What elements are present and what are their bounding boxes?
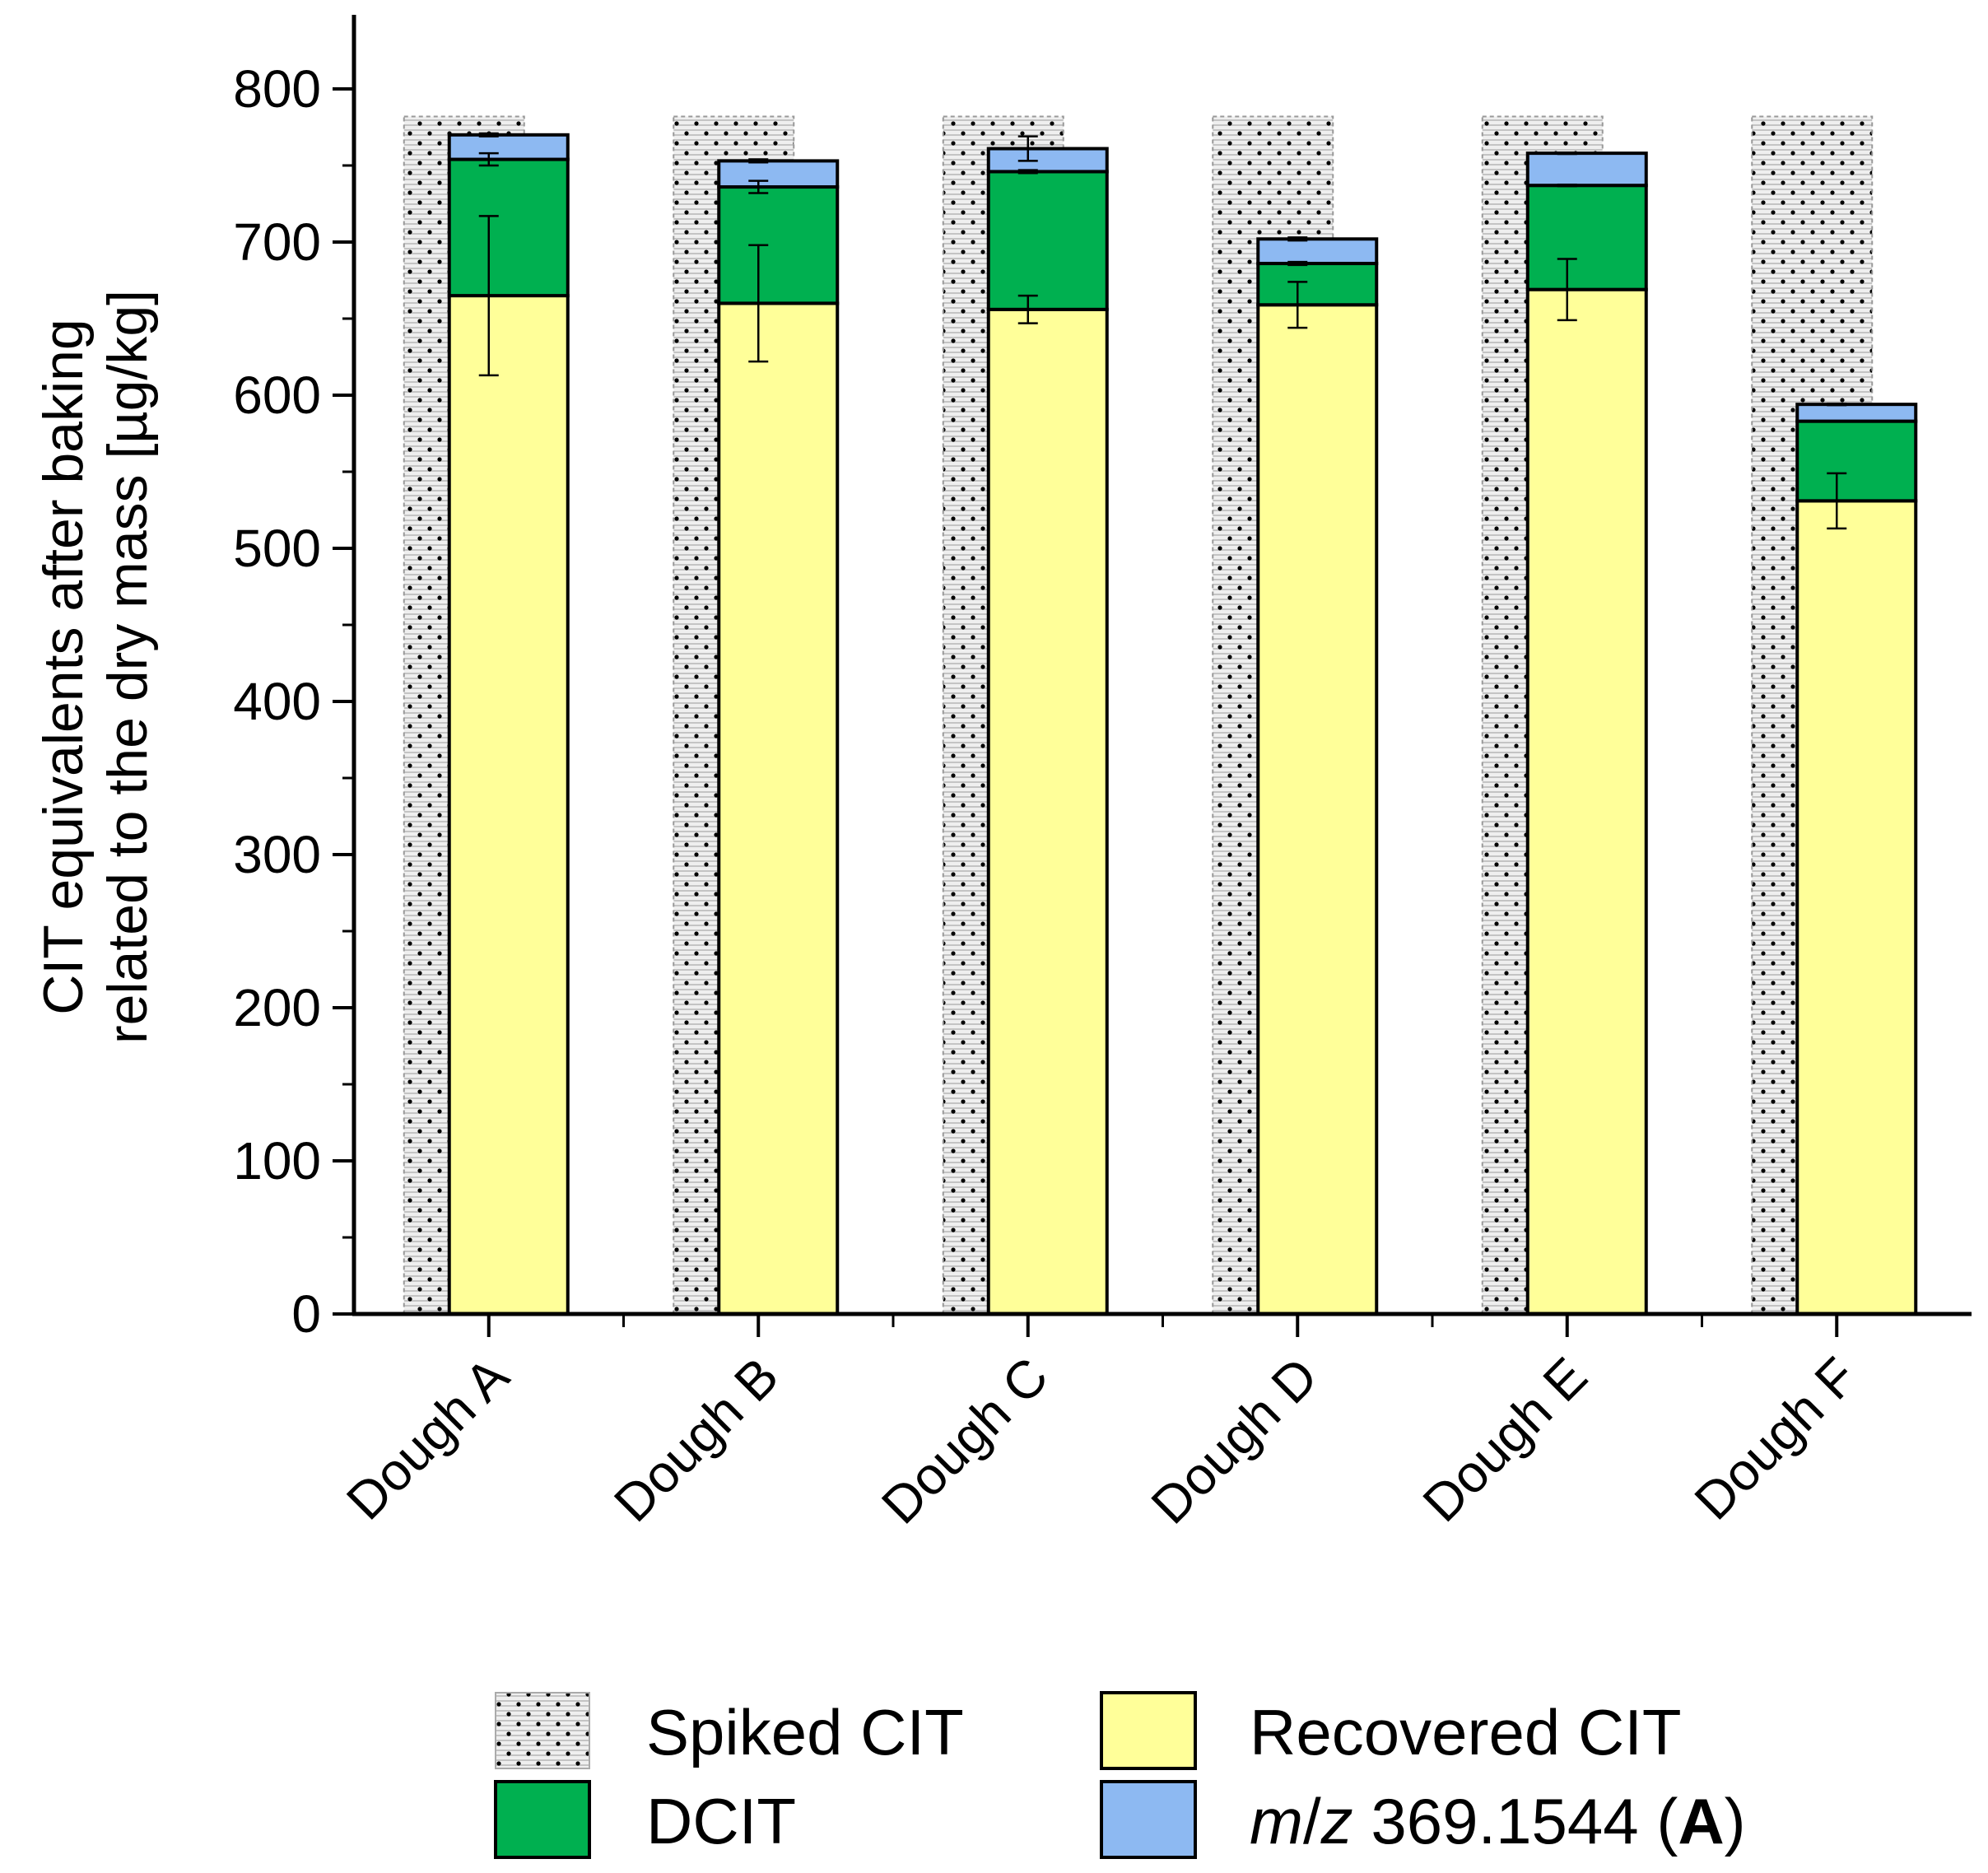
- legend-swatch-recovered: [1100, 1691, 1197, 1770]
- bar-segment-2-5: [1525, 184, 1648, 291]
- bar-segment-2-3: [986, 170, 1109, 311]
- error-bar-3-5: [1557, 151, 1577, 156]
- y-axis: 0 100 200 300 400 500 600 700 800: [233, 15, 356, 1344]
- legend-label-recovered: Recovered CIT: [1250, 1696, 1682, 1768]
- legend-label-dcit: DCIT: [646, 1785, 796, 1857]
- bar-segment-3-2: [717, 159, 840, 189]
- bar-segment-1-2: [717, 301, 840, 1316]
- y-tick-label: 0: [291, 1284, 321, 1344]
- bar-segment-1-1: [447, 294, 570, 1316]
- y-tick-label: 400: [233, 672, 321, 731]
- bar-segment-2-6: [1795, 419, 1918, 503]
- error-bar-3-3: [1017, 135, 1038, 162]
- error-bar-1-6: [1827, 472, 1847, 530]
- bar-segment-1-4: [1256, 303, 1379, 1316]
- error-bar-2-1: [478, 151, 499, 167]
- legend-swatch-dcit: [494, 1780, 591, 1859]
- x-tick-label: Dough C: [870, 1346, 1059, 1535]
- error-bar-1-5: [1557, 258, 1577, 322]
- x-axis: Dough A Dough B Dough C Dough D Dough E Dough…: [335, 1312, 1972, 1535]
- y-tick-label: 600: [233, 366, 321, 425]
- plot-area: [403, 115, 1918, 1316]
- bar-segment-3-3: [986, 147, 1109, 174]
- y-tick-label: 500: [233, 519, 321, 578]
- bar-segment-3-5: [1525, 151, 1648, 188]
- error-bar-1-2: [748, 244, 769, 363]
- y-tick-label: 700: [233, 212, 321, 272]
- bar-segment-3-6: [1795, 403, 1918, 423]
- bar-segment-2-2: [717, 185, 840, 305]
- error-bar-3-2: [748, 158, 769, 164]
- x-tick-label: Dough A: [335, 1346, 520, 1531]
- x-tick-label: Dough D: [1140, 1346, 1329, 1535]
- error-bar-3-6: [1827, 402, 1847, 407]
- error-bar-3-4: [1287, 236, 1308, 242]
- error-bar-2-4: [1287, 260, 1308, 267]
- y-tick-label: 800: [233, 59, 321, 119]
- legend-label-spiked: Spiked CIT: [646, 1696, 964, 1768]
- y-tick-label: 200: [233, 978, 321, 1037]
- legend: Spiked CIT Recovered CIT DCIT m/z 369.15…: [494, 1691, 1746, 1859]
- bar-segment-2-4: [1256, 262, 1379, 307]
- bar-segment-3-1: [447, 133, 570, 161]
- error-bar-3-1: [478, 132, 499, 137]
- error-bar-2-5: [1557, 184, 1577, 188]
- legend-label-mz: m/z 369.1544 (A): [1250, 1785, 1746, 1857]
- bar-segment-3-4: [1256, 237, 1379, 266]
- bar-segment-1-5: [1525, 287, 1648, 1316]
- bar-segment-2-1: [447, 157, 570, 298]
- bar-segment-1-6: [1795, 499, 1918, 1316]
- x-tick-label: Dough B: [603, 1346, 789, 1533]
- error-bar-2-2: [748, 179, 769, 194]
- bar-segment-1-3: [986, 307, 1109, 1316]
- x-tick-label: Dough F: [1683, 1346, 1868, 1531]
- legend-swatch-mz: [1100, 1780, 1197, 1859]
- error-bar-2-3: [1017, 169, 1038, 175]
- error-bar-1-3: [1017, 294, 1038, 324]
- y-tick-label: 100: [233, 1131, 321, 1190]
- y-axis-title-line1: CIT equivalents after baking: [32, 319, 95, 1014]
- error-bar-1-4: [1287, 281, 1308, 329]
- x-tick-label: Dough E: [1412, 1346, 1599, 1533]
- y-tick-label: 300: [233, 825, 321, 884]
- legend-swatch-spiked: [495, 1692, 590, 1769]
- y-axis-title-line2: related to the dry mass [µg/kg]: [96, 290, 159, 1044]
- error-bar-1-1: [478, 215, 499, 377]
